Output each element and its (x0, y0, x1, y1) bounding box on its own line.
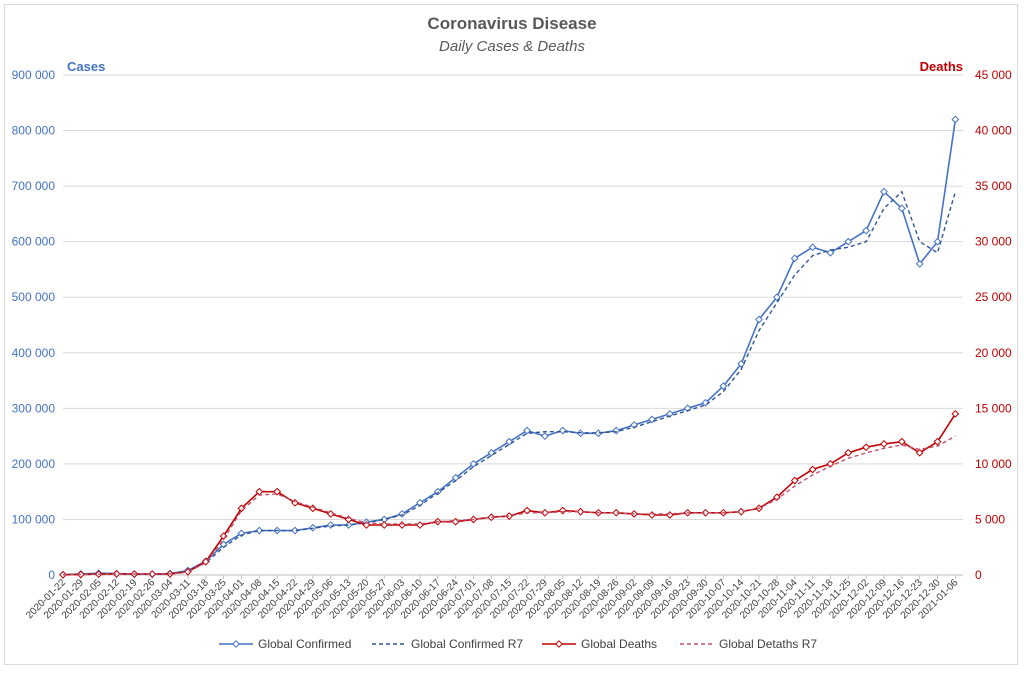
y-right-tick-label: 15 000 (975, 401, 1012, 415)
data-point (416, 521, 424, 529)
data-point (558, 506, 567, 515)
data-point (398, 521, 407, 529)
y-left-tick-label: 900 000 (12, 68, 56, 82)
data-point (790, 254, 799, 263)
y-right-tick-label: 0 (975, 568, 982, 582)
data-point (862, 443, 871, 452)
data-point (648, 415, 656, 424)
y-right-tick-label: 45 000 (975, 68, 1012, 82)
y-left-tick-label: 700 000 (12, 179, 56, 193)
data-point (112, 569, 121, 578)
data-point (630, 421, 639, 429)
data-point (219, 532, 228, 541)
y-right-tick-label: 40 000 (975, 124, 1012, 138)
data-point (237, 529, 246, 538)
data-point (576, 507, 585, 516)
y-right-tick-label: 5 000 (975, 512, 1005, 526)
data-point (291, 526, 299, 535)
data-point (505, 512, 514, 521)
data-point (612, 508, 621, 517)
y-right-tick-label: 10 000 (975, 457, 1012, 471)
data-point (344, 521, 353, 529)
series-global-confirmed-r7 (62, 190, 957, 576)
y-right-tick-label: 35 000 (975, 179, 1012, 193)
data-point (523, 506, 531, 515)
data-point (844, 448, 853, 457)
y-right-tick-label: 20 000 (975, 346, 1012, 360)
y-left-tick-label: 800 000 (12, 124, 56, 138)
data-point (148, 570, 157, 578)
chart-subtitle: Daily Cases & Deaths (439, 38, 585, 55)
y-axis-right-label: Deaths (919, 59, 963, 74)
y-left-tick-label: 100 000 (12, 512, 56, 526)
data-point (648, 511, 656, 519)
legend-label: Global Detaths R7 (719, 637, 817, 651)
legend-label: Global Confirmed (258, 637, 351, 651)
data-point (326, 521, 335, 529)
data-point (880, 187, 888, 196)
data-point (612, 426, 621, 435)
series-line (62, 119, 957, 576)
data-point (772, 293, 781, 302)
y-left-tick-label: 500 000 (12, 290, 56, 304)
data-point (933, 437, 942, 446)
data-point (273, 487, 282, 496)
legend-label: Global Deaths (581, 637, 657, 651)
data-point (808, 465, 817, 474)
data-point (469, 459, 478, 468)
data-point (540, 508, 549, 517)
data-point (665, 409, 674, 418)
y-left-tick-label: 600 000 (12, 235, 56, 249)
y-axis-left-label: Cases (67, 59, 106, 74)
y-left-tick-label: 200 000 (12, 457, 56, 471)
series-global-deaths (59, 409, 960, 579)
data-point (737, 359, 746, 368)
data-point (540, 432, 549, 441)
data-point (255, 526, 264, 535)
y-left-tick-label: 300 000 (12, 401, 56, 415)
y-right-tick-label: 30 000 (975, 235, 1012, 249)
data-point (808, 243, 817, 252)
data-point (523, 426, 531, 435)
data-point (505, 437, 514, 446)
data-point (844, 237, 853, 246)
data-point (665, 511, 674, 519)
data-point (719, 382, 728, 391)
legend-label: Global Confirmed R7 (411, 637, 523, 651)
data-point (915, 448, 924, 457)
legend-swatch-marker (232, 640, 240, 648)
data-point (558, 426, 567, 435)
series-line (62, 190, 957, 576)
data-point (880, 439, 888, 448)
data-point (897, 437, 906, 446)
y-right-tick-label: 25 000 (975, 290, 1012, 304)
data-point (897, 204, 906, 213)
legend-swatch-marker (555, 640, 563, 648)
data-point (915, 259, 924, 268)
data-point (683, 404, 692, 413)
series-line (62, 435, 956, 576)
data-point (933, 237, 942, 246)
data-point (862, 226, 871, 235)
data-point (826, 248, 835, 257)
series-global-confirmed (59, 115, 960, 579)
data-point (951, 409, 960, 418)
data-point (380, 521, 389, 529)
data-point (755, 315, 763, 324)
data-point (790, 476, 799, 485)
y-left-tick-label: 400 000 (12, 346, 56, 360)
chart-frame (4, 4, 1018, 665)
series-global-detaths-r7 (62, 435, 956, 576)
data-point (701, 508, 710, 517)
data-point (951, 115, 960, 124)
y-left-tick-label: 0 (48, 568, 55, 582)
chart-title: Coronavirus Disease (427, 14, 597, 33)
